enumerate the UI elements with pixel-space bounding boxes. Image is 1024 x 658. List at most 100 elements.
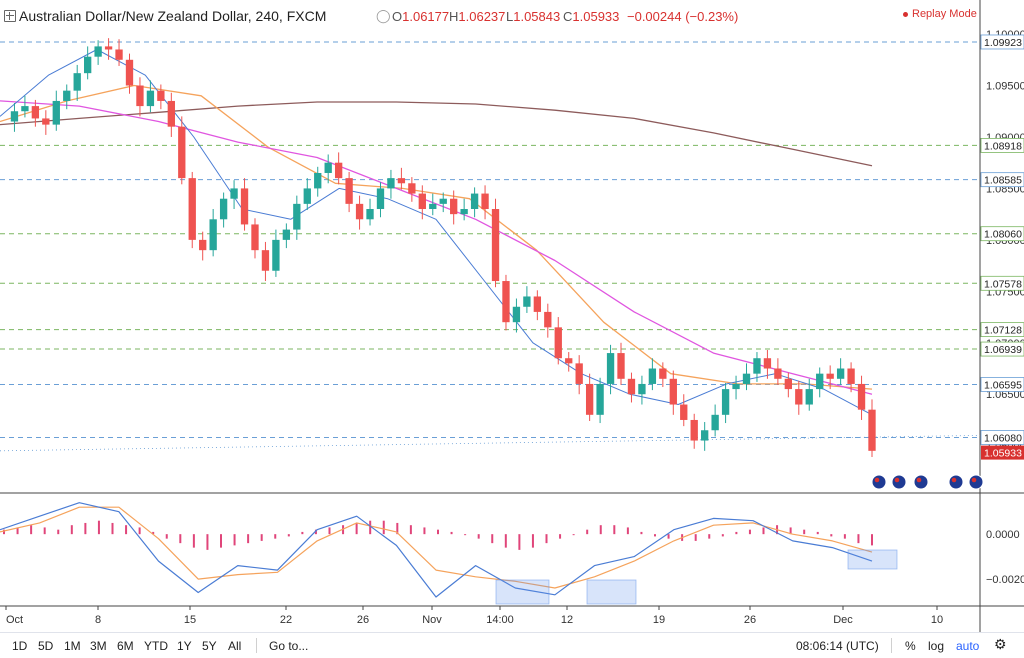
histogram-bar <box>57 529 60 535</box>
candle <box>648 358 657 391</box>
range-1d-button[interactable]: 1D <box>12 639 28 653</box>
range-ytd-button[interactable]: YTD <box>144 639 168 653</box>
candle <box>408 177 416 202</box>
x-axis-label: 19 <box>653 614 665 626</box>
close-number: 1.05933 <box>572 9 620 24</box>
trend-line <box>0 435 981 452</box>
candle <box>481 185 489 220</box>
histogram-bar <box>667 534 670 539</box>
level-price-label: 1.06595 <box>984 379 1022 391</box>
histogram-bar <box>694 534 697 541</box>
candle-body <box>282 229 291 240</box>
level-price-tag <box>980 341 1024 357</box>
level-price-label: 1.06939 <box>984 344 1022 356</box>
replay-mode-indicator[interactable]: Replay Mode <box>903 8 977 20</box>
log-scale-button[interactable]: log <box>928 639 945 653</box>
candle-body <box>52 100 60 125</box>
histogram-bar <box>437 529 439 535</box>
candle-body <box>188 178 196 240</box>
gear-icon[interactable]: ⚙ <box>994 636 1007 652</box>
candle <box>690 413 698 449</box>
candle-body <box>376 188 385 210</box>
histogram-bar <box>314 529 317 535</box>
candle-body <box>617 353 625 379</box>
open-number: 1.06177 <box>402 9 450 24</box>
candle-body <box>805 389 813 405</box>
histogram-bar <box>830 534 833 537</box>
candle-body <box>230 188 238 199</box>
candle <box>303 178 311 211</box>
histogram-bar <box>125 525 128 535</box>
candle-body <box>795 389 803 405</box>
candle <box>240 178 249 231</box>
candle <box>293 195 301 240</box>
level-price-label: 1.08918 <box>984 140 1022 152</box>
candle <box>115 39 123 66</box>
histogram-bar <box>559 534 562 539</box>
candle <box>742 363 751 391</box>
symbol-title[interactable]: Australian Dollar/New Zealand Dollar, 24… <box>19 8 327 24</box>
range-5d-button[interactable]: 5D <box>38 639 54 653</box>
candle <box>585 373 594 421</box>
candle <box>230 180 238 210</box>
last-price-tag <box>981 445 1024 460</box>
range-5y-button[interactable]: 5Y <box>202 639 217 653</box>
eye-icon[interactable]: ◯ <box>376 8 391 23</box>
candle <box>104 38 113 60</box>
range-6m-button[interactable]: 6M <box>117 639 134 653</box>
candle <box>94 40 102 65</box>
moving-average-line <box>0 84 873 390</box>
utc-clock[interactable]: 08:06:14 (UTC) <box>796 639 879 653</box>
histogram-bar <box>491 534 494 544</box>
candle-body <box>596 383 604 415</box>
candle-body <box>669 378 677 405</box>
candle-body <box>648 368 657 384</box>
chart-legend-header: Australian Dollar/New Zealand Dollar, 24… <box>0 0 980 32</box>
candle-body <box>857 383 866 410</box>
x-axis-label: 26 <box>357 614 369 626</box>
level-price-tag <box>980 377 1024 392</box>
expand-icon[interactable] <box>4 10 16 22</box>
histogram-bar <box>843 534 846 539</box>
candle-body <box>439 198 447 204</box>
histogram-bar <box>43 527 46 535</box>
candle <box>167 92 175 137</box>
candle-body <box>502 281 510 323</box>
range-1y-button[interactable]: 1Y <box>177 639 192 653</box>
candle-body <box>523 296 531 307</box>
candle-body <box>261 250 270 271</box>
candle <box>376 182 385 218</box>
percent-scale-button[interactable]: % <box>905 639 916 653</box>
goto-button[interactable]: Go to... <box>269 639 309 653</box>
candle-body <box>836 368 845 379</box>
macd-line <box>0 502 873 598</box>
chart-canvas[interactable]: 1.100001.095001.090001.085001.080001.075… <box>0 0 1024 632</box>
level-price-tag <box>980 322 1024 338</box>
candle-body <box>701 430 709 441</box>
range-all-button[interactable]: All <box>228 639 242 653</box>
flag-icon <box>968 474 984 490</box>
histogram-bar <box>409 525 412 535</box>
candle <box>272 229 280 277</box>
replay-mode-label: Replay Mode <box>912 8 977 20</box>
histogram-bar <box>640 531 643 535</box>
candle-body <box>345 178 353 204</box>
histogram-bar <box>599 525 602 535</box>
candle <box>157 84 165 110</box>
candle <box>763 349 772 379</box>
close-value: C1.05933 <box>563 9 619 24</box>
candle-body <box>293 203 301 230</box>
close-key: C <box>563 9 573 24</box>
candle <box>282 223 291 249</box>
indicator-axis-label: −0.0020 <box>986 574 1024 586</box>
auto-scale-button[interactable]: auto <box>956 639 980 653</box>
range-3m-button[interactable]: 3M <box>90 639 107 653</box>
candle <box>345 171 353 213</box>
x-axis-label: 14:00 <box>486 614 514 626</box>
range-1m-button[interactable]: 1M <box>64 639 81 653</box>
histogram-bar <box>518 534 521 550</box>
candle-body <box>125 59 134 86</box>
histogram-bar <box>803 529 806 535</box>
candle-body <box>146 90 155 107</box>
candle-body <box>544 311 552 328</box>
